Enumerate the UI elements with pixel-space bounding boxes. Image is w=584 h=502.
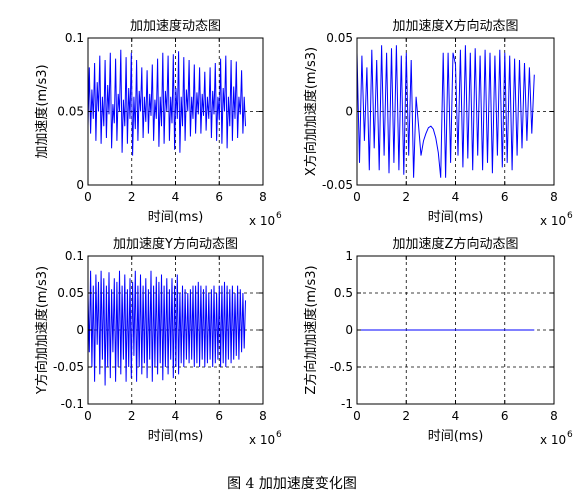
y-tick-label: -0.05	[53, 360, 84, 374]
chart-title: 加加速度X方向动态图	[393, 18, 519, 34]
x-tick-label: 4	[452, 190, 460, 204]
x-tick-label: 6	[215, 190, 223, 204]
y-tick-label: 0	[76, 323, 84, 337]
x-axis-label: 时间(ms)	[428, 210, 484, 225]
x-tick-label: 4	[172, 190, 180, 204]
x-tick-label: 4	[172, 409, 180, 423]
x-axis-label: 时间(ms)	[148, 210, 204, 225]
y-tick-label: -0.5	[330, 360, 353, 374]
x-tick-label: 2	[402, 409, 410, 423]
y-tick-label: -0.1	[61, 397, 84, 411]
x-exponent-label: x 10	[540, 433, 566, 447]
x-tick-label: 8	[550, 190, 558, 204]
x-exponent-label: x 10	[249, 433, 275, 447]
y-tick-label: 0.05	[326, 31, 353, 45]
y-tick-label: 0	[345, 323, 353, 337]
x-tick-label: 2	[402, 190, 410, 204]
y-tick-label: -0.05	[322, 178, 353, 192]
x-axis-label: 时间(ms)	[428, 429, 484, 444]
y-tick-label: -1	[341, 397, 353, 411]
x-exponent-label: x 10	[249, 214, 275, 228]
y-axis-label: Z方向加加速度(m/s3)	[303, 265, 319, 394]
x-tick-label: 6	[215, 409, 223, 423]
x-tick-label: 4	[452, 409, 460, 423]
chart-title: 加加速度动态图	[130, 18, 221, 34]
x-exponent-power: 6	[567, 430, 573, 440]
y-axis-label: X方向加加速度(m/s3)	[303, 47, 319, 176]
y-tick-label: 0.1	[65, 249, 84, 263]
x-tick-label: 2	[128, 190, 136, 204]
series-line-1	[87, 270, 246, 386]
chart-title: 加加速度Y方向动态图	[113, 236, 238, 252]
figure-caption: 图 4 加加速度变化图	[227, 476, 357, 492]
x-tick-label: 8	[259, 409, 267, 423]
y-tick-label: 0.05	[57, 286, 84, 300]
y-tick-label: 1	[345, 249, 353, 263]
x-tick-label: 8	[550, 409, 558, 423]
x-exponent-power: 6	[276, 211, 282, 221]
y-axis-label: 加加速度(m/s3)	[34, 64, 50, 158]
y-tick-label: 0.05	[57, 105, 84, 119]
series-line-1	[87, 49, 246, 156]
chart-title: 加加速度Z方向动态图	[393, 236, 519, 252]
y-tick-label: 0	[345, 105, 353, 119]
y-tick-label: 0.1	[65, 31, 84, 45]
x-tick-label: 0	[84, 190, 92, 204]
x-exponent-power: 6	[567, 211, 573, 221]
x-tick-label: 0	[353, 190, 361, 204]
series-line-1	[356, 45, 535, 178]
x-tick-label: 0	[84, 409, 92, 423]
x-axis-label: 时间(ms)	[148, 429, 204, 444]
y-tick-label: 0	[76, 178, 84, 192]
x-tick-label: 0	[353, 409, 361, 423]
y-axis-label: Y方向加加速度(m/s3)	[34, 266, 50, 395]
x-exponent-power: 6	[276, 430, 282, 440]
x-tick-label: 8	[259, 190, 267, 204]
x-tick-label: 2	[128, 409, 136, 423]
x-exponent-label: x 10	[540, 214, 566, 228]
y-tick-label: 0.5	[334, 286, 353, 300]
x-tick-label: 6	[501, 190, 509, 204]
x-tick-label: 6	[501, 409, 509, 423]
